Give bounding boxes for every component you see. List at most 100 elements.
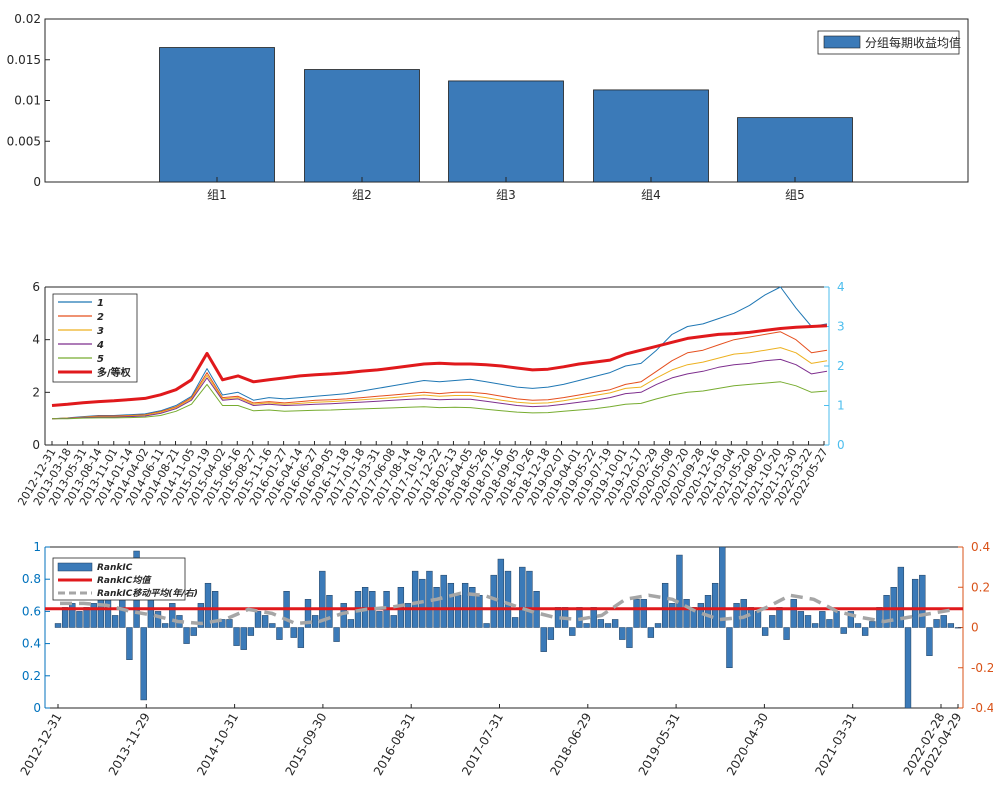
- bar: [448, 80, 564, 183]
- ic-bar: [619, 627, 626, 640]
- ic-bar: [847, 611, 855, 628]
- ic-bar: [947, 623, 955, 628]
- ic-bar: [147, 599, 155, 628]
- ic-bar: [826, 619, 833, 628]
- ic-bar: [883, 595, 890, 628]
- legend-label: 1: [97, 298, 104, 309]
- bar: [593, 89, 709, 183]
- x-tick-label: 2019-05-31: [636, 711, 683, 778]
- ic-bar: [83, 607, 90, 628]
- y-tick-label: 0.02: [14, 12, 41, 26]
- x-tick-label: 2013-11-29: [106, 711, 153, 778]
- legend-label: 4: [96, 340, 104, 351]
- ic-bar: [490, 574, 497, 628]
- ic-bar: [604, 623, 612, 628]
- x-tick-label: 组5: [785, 188, 805, 202]
- ic-bar: [733, 603, 740, 628]
- y-tick-label: 0.015: [7, 53, 41, 67]
- ic-bar: [126, 627, 133, 660]
- y-tick-label-right: 4: [837, 280, 845, 294]
- ic-bar: [69, 603, 76, 628]
- x-tick-label: 2016-08-31: [371, 711, 418, 778]
- ic-bar: [854, 623, 862, 628]
- ic-bar: [633, 599, 640, 628]
- ic-bar: [233, 627, 240, 646]
- ic-bar: [297, 627, 305, 648]
- group-return-bar-chart: 0 0.005 0.01 0.015 0.02 组1 组2 组3 组4 组5 分组每期收益均值: [7, 12, 969, 202]
- legend-label: 3: [97, 326, 104, 337]
- y-tick-label-right: 3: [837, 320, 845, 334]
- ic-bar: [219, 619, 226, 628]
- legend: 1 2 3 4 5多/等权: [52, 293, 138, 383]
- ic-bar: [333, 627, 340, 642]
- ic-bar: [197, 603, 205, 628]
- x-tick-label: 2021-03-31: [812, 711, 859, 778]
- ic-bar: [204, 582, 212, 628]
- series-line: [51, 331, 828, 420]
- ic-bar: [911, 578, 919, 628]
- ic-bar: [190, 627, 197, 636]
- ic-bar: [183, 627, 190, 644]
- ic-bar: [754, 611, 762, 628]
- series-line: [51, 286, 828, 420]
- y-tick-label: 0: [33, 175, 41, 189]
- ic-bar: [411, 570, 419, 628]
- ic-bar: [61, 607, 69, 628]
- x-tick-label: 组1: [207, 188, 227, 202]
- ic-bar: [404, 603, 412, 628]
- ic-bar: [654, 623, 662, 628]
- ic-bar: [926, 627, 933, 656]
- ic-bar: [904, 627, 912, 709]
- legend-swatch: [823, 35, 861, 49]
- legend-label: RankIC均值: [97, 575, 152, 586]
- y-tick-label-left: 2: [32, 385, 40, 399]
- y-tick-label-right: 0: [971, 621, 979, 635]
- ic-bar: [769, 615, 776, 628]
- ic-bar: [461, 582, 469, 628]
- y-tick-label-right: -0.2: [971, 661, 993, 675]
- ic-bar: [590, 607, 597, 628]
- y-tick-label-left: 0: [32, 438, 40, 452]
- ic-bar: [876, 607, 883, 628]
- ic-bar: [783, 627, 790, 640]
- ic-bar: [519, 566, 526, 628]
- ic-bar: [747, 607, 755, 628]
- plot-area: [45, 287, 829, 445]
- ic-bar: [711, 582, 719, 628]
- ic-bar: [669, 603, 676, 628]
- ic-bar: [840, 627, 847, 634]
- legend: RankIC RankIC均值 RankIC移动平均(年/右): [52, 557, 198, 601]
- ic-bar: [940, 615, 947, 628]
- ic-bar: [247, 627, 255, 636]
- ic-bar: [869, 621, 876, 628]
- y-tick-label-right: 0.4: [971, 540, 990, 554]
- legend-box: [52, 293, 138, 383]
- y-tick-label-right: 1: [837, 399, 845, 413]
- legend-label: 2: [97, 312, 104, 323]
- legend-swatch: [57, 562, 93, 572]
- ic-bar: [569, 627, 576, 636]
- series-line: [51, 358, 828, 420]
- ic-bar: [797, 611, 805, 628]
- ic-bar: [240, 627, 247, 650]
- x-tick-label: 2017-07-31: [459, 711, 506, 778]
- ic-bar: [547, 627, 555, 640]
- x-tick-label: 组2: [352, 188, 372, 202]
- ic-bar: [311, 615, 319, 628]
- ic-bar: [676, 554, 683, 628]
- ic-bar: [683, 599, 690, 628]
- y-tick-label-right: 0.2: [971, 580, 990, 594]
- series-line: [52, 381, 828, 420]
- series-line: [51, 347, 828, 420]
- ic-bar: [347, 619, 355, 628]
- ic-bar: [140, 627, 147, 701]
- ic-bar: [719, 546, 726, 628]
- bar: [159, 47, 275, 183]
- y-tick-label-right: 0: [837, 438, 845, 452]
- ic-bar: [90, 603, 97, 628]
- bar: [304, 69, 420, 183]
- ic-bar: [804, 615, 812, 628]
- ic-bar: [790, 599, 797, 628]
- ic-bar: [726, 627, 733, 668]
